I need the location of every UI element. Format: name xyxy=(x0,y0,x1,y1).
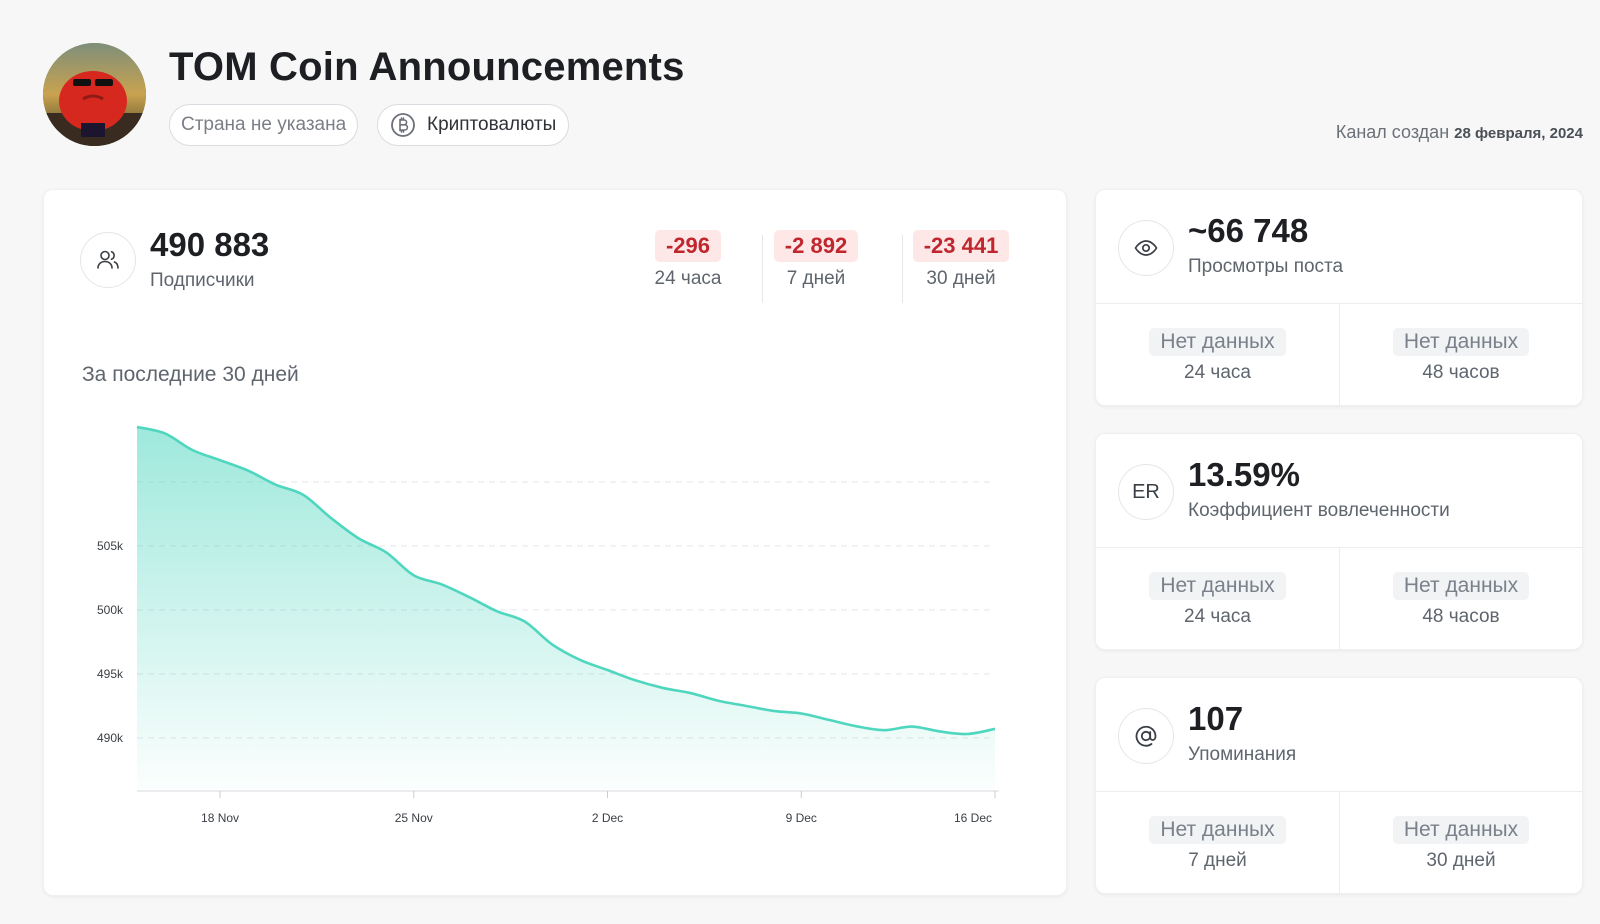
delta-7d: -2 892 7 дней xyxy=(770,230,862,290)
no-data-badge: Нет данных xyxy=(1392,572,1530,600)
views-value: ~66 748 xyxy=(1188,212,1309,249)
delta-badge: -296 xyxy=(654,230,722,262)
delta-period: 7 дней xyxy=(786,268,846,289)
mentions-label: Упоминания xyxy=(1188,744,1297,765)
x-tick-label: 18 Nov xyxy=(201,811,239,825)
chart-title: За последние 30 дней xyxy=(82,363,299,386)
period-label: 24 часа xyxy=(1184,362,1251,383)
no-data-badge: Нет данных xyxy=(1392,816,1530,844)
no-data-badge: Нет данных xyxy=(1149,572,1286,600)
period-label: 7 дней xyxy=(1188,850,1247,871)
subscribers-card: 490 883 Подписчики -296 24 часа -2 892 7… xyxy=(43,189,1067,896)
mentions-card: 107 Упоминания Нет данных 7 дней Нет дан… xyxy=(1095,677,1583,895)
country-tag[interactable]: Страна не указана xyxy=(169,104,359,146)
views-periods: Нет данных 24 часа Нет данных 48 часов xyxy=(1096,304,1582,407)
er-icon: ER xyxy=(1118,464,1174,520)
no-data-badge: Нет данных xyxy=(1149,328,1286,356)
er-summary: ER 13.59% Коэффициент вовлеченности xyxy=(1096,434,1582,548)
users-icon xyxy=(80,232,136,288)
category-tag[interactable]: Криптовалюты xyxy=(377,104,570,146)
er-period-cell: Нет данных 48 часов xyxy=(1339,548,1582,651)
views-summary: ~66 748 Просмотры поста xyxy=(1096,190,1582,304)
series-line xyxy=(136,425,996,736)
delta-period: 24 часа xyxy=(654,268,722,289)
views-period-cell: Нет данных 24 часа xyxy=(1096,304,1339,407)
eye-icon xyxy=(1118,220,1174,276)
er-card: ER 13.59% Коэффициент вовлеченности Нет … xyxy=(1095,433,1583,651)
delta-period: 30 дней xyxy=(926,268,996,289)
x-tick-label: 16 Dec xyxy=(954,811,992,825)
y-tick-label: 495k xyxy=(97,667,124,681)
delta-24h: -296 24 часа xyxy=(650,230,726,290)
y-tick-label: 505k xyxy=(97,539,124,553)
channel-created: Канал создан 28 февраля, 2024 xyxy=(1336,122,1583,143)
delta-badge: -2 892 xyxy=(773,230,859,262)
period-label: 48 часов xyxy=(1422,606,1500,627)
subscribers-chart: 505k 500k 495k 490k 18 Nov 25 Nov 2 Dec 9 Dec 16… xyxy=(97,425,999,825)
divider xyxy=(762,235,763,303)
y-tick-label: 490k xyxy=(97,731,124,745)
channel-header: TOM Coin Announcements Страна не указана… xyxy=(43,43,1583,153)
created-label: Канал создан xyxy=(1335,122,1450,142)
x-tick-label: 2 Dec xyxy=(592,811,623,825)
period-label: 24 часа xyxy=(1184,606,1251,627)
channel-title: TOM Coin Announcements xyxy=(169,45,685,89)
views-label: Просмотры поста xyxy=(1188,256,1344,277)
at-icon xyxy=(1118,708,1174,764)
mentions-period-cell: Нет данных 30 дней xyxy=(1339,792,1582,895)
bitcoin-icon xyxy=(391,113,415,137)
er-value: 13.59% xyxy=(1188,456,1300,493)
delta-30d: -23 441 30 дней xyxy=(910,230,1012,290)
period-label: 48 часов xyxy=(1422,362,1500,383)
subscribers-count: 490 883 xyxy=(150,226,270,263)
views-period-cell: Нет данных 48 часов xyxy=(1339,304,1582,407)
er-period-cell: Нет данных 24 часа xyxy=(1096,548,1339,651)
x-tick-label: 25 Nov xyxy=(395,811,433,825)
y-tick-label: 500k xyxy=(97,603,124,617)
no-data-badge: Нет данных xyxy=(1392,328,1530,356)
created-date: 28 февраля, 2024 xyxy=(1454,125,1583,142)
no-data-badge: Нет данных xyxy=(1149,816,1286,844)
mentions-value: 107 xyxy=(1188,700,1244,737)
channel-avatar[interactable] xyxy=(43,43,146,146)
mentions-period-cell: Нет данных 7 дней xyxy=(1096,792,1339,895)
delta-badge: -23 441 xyxy=(912,230,1010,262)
country-tag-label: Страна не указана xyxy=(181,114,347,135)
mentions-summary: 107 Упоминания xyxy=(1096,678,1582,792)
x-tick-label: 9 Dec xyxy=(786,811,817,825)
er-label: Коэффициент вовлеченности xyxy=(1188,500,1450,521)
views-card: ~66 748 Просмотры поста Нет данных 24 ча… xyxy=(1095,189,1583,407)
er-icon-text: ER xyxy=(1132,480,1160,503)
er-periods: Нет данных 24 часа Нет данных 48 часов xyxy=(1096,548,1582,651)
area-fill xyxy=(137,426,995,789)
subscribers-label: Подписчики xyxy=(150,270,255,291)
period-label: 30 дней xyxy=(1426,850,1496,871)
mentions-periods: Нет данных 7 дней Нет данных 30 дней xyxy=(1096,792,1582,895)
divider xyxy=(902,235,903,303)
category-tag-label: Криптовалюты xyxy=(427,114,557,135)
